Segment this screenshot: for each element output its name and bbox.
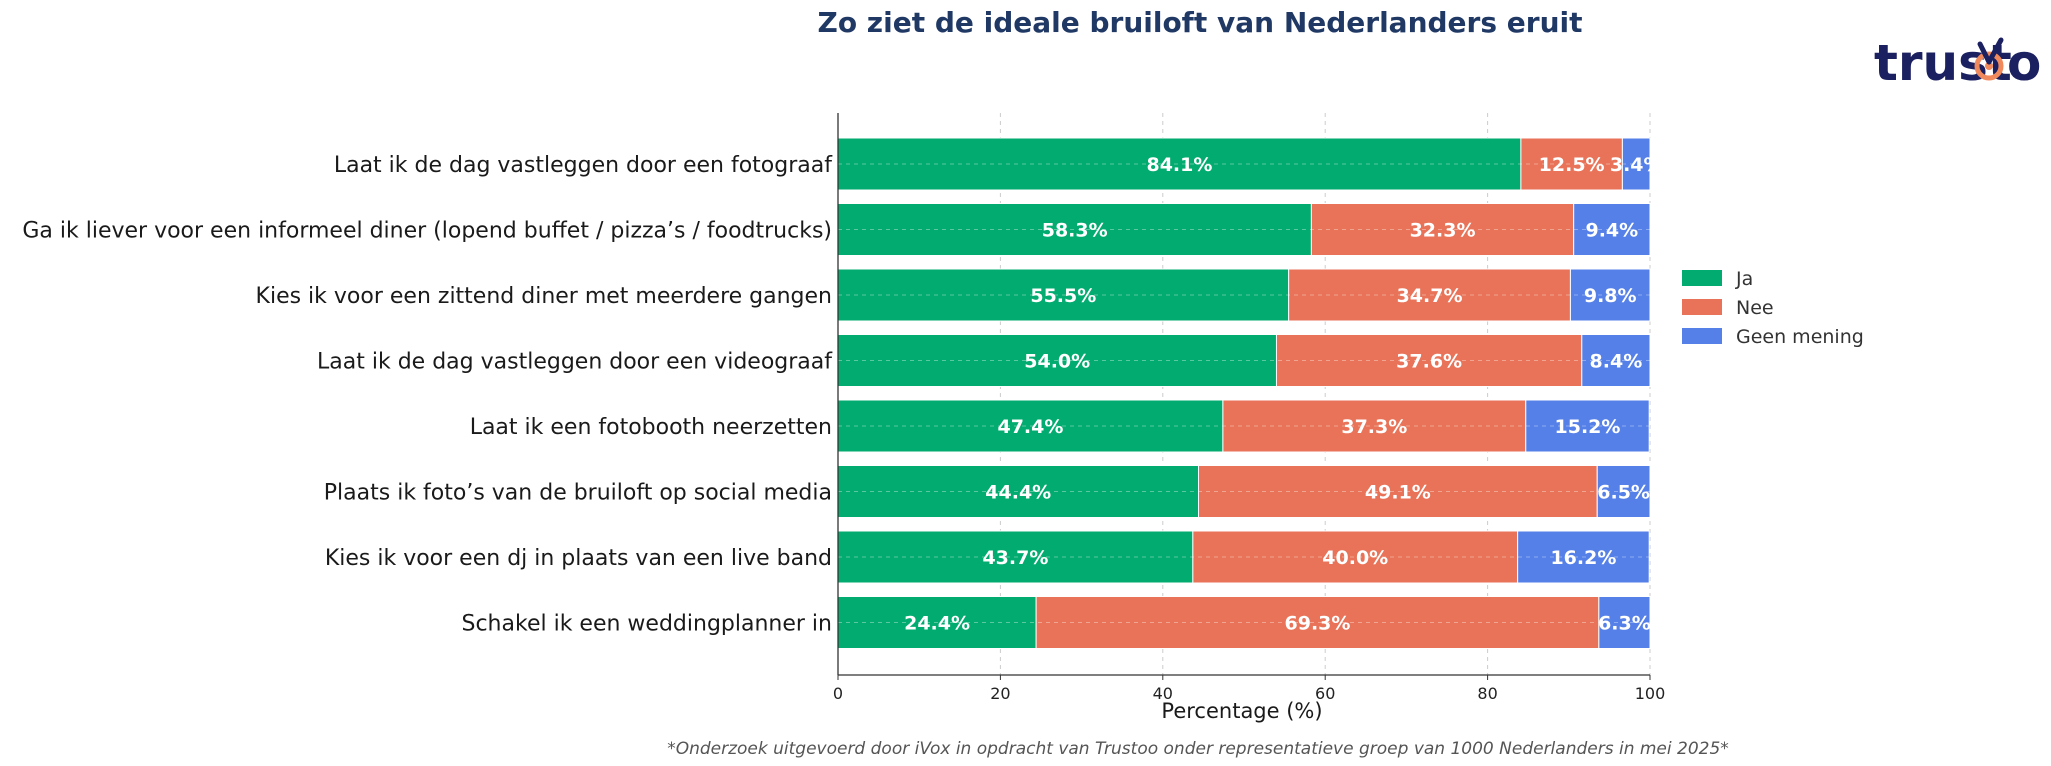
data-label: 37.3% bbox=[1341, 416, 1407, 438]
data-label: 54.0% bbox=[1024, 351, 1090, 373]
category-labels: Laat ik de dag vastleggen door een fotog… bbox=[22, 153, 833, 637]
bar-nee bbox=[1275, 334, 1583, 387]
legend-label: Ja bbox=[1735, 268, 1753, 290]
data-label: 32.3% bbox=[1410, 220, 1476, 242]
data-label: 43.7% bbox=[982, 547, 1048, 569]
bar-ja bbox=[837, 203, 1312, 256]
bar-nee bbox=[1222, 399, 1527, 453]
chart-title: Zo ziet de ideale bruiloft van Nederland… bbox=[818, 6, 1583, 39]
data-label: 16.2% bbox=[1550, 547, 1616, 569]
legend: Ja Nee Geen mening bbox=[1682, 268, 1864, 348]
data-label: 6.3% bbox=[1598, 613, 1651, 635]
data-label: 37.6% bbox=[1396, 351, 1462, 373]
data-label: 8.4% bbox=[1590, 351, 1643, 373]
x-tick-label: 20 bbox=[990, 684, 1010, 703]
category-label: Schakel ik een weddingplanner in bbox=[462, 612, 833, 637]
logo-check-icon bbox=[1977, 37, 2004, 65]
data-label: 3.4% bbox=[1610, 154, 1663, 176]
data-label: 34.7% bbox=[1397, 285, 1463, 307]
bar-ja bbox=[837, 334, 1277, 387]
category-label: Kies ik voor een dj in plaats van een li… bbox=[325, 546, 832, 571]
x-tick-label: 0 bbox=[833, 684, 843, 703]
category-label: Laat ik de dag vastleggen door een video… bbox=[317, 350, 833, 375]
data-labels: 84.1% 12.5% 3.4% 58.3% 32.3% 9.4% 55.5% 34.7% 9.… bbox=[838, 154, 1663, 635]
legend-swatch bbox=[1682, 328, 1722, 344]
bar-geen-mening bbox=[1573, 203, 1651, 256]
legend-label: Geen mening bbox=[1736, 326, 1864, 348]
data-label: 69.3% bbox=[1285, 613, 1351, 635]
bar-nee bbox=[1035, 596, 1600, 649]
bar-nee bbox=[1198, 465, 1598, 518]
x-tick-label: 100 bbox=[1635, 684, 1666, 703]
bar-nee bbox=[1288, 268, 1571, 322]
bars bbox=[837, 137, 1651, 649]
x-tick-label: 40 bbox=[1153, 684, 1173, 703]
bar-ja bbox=[837, 137, 1522, 191]
bar-geen-mening bbox=[1581, 334, 1651, 387]
x-ticks: 0 20 40 60 80 100 bbox=[833, 675, 1665, 703]
axes bbox=[837, 113, 1650, 676]
data-label: 84.1% bbox=[1146, 154, 1212, 176]
bar-geen-mening bbox=[1517, 530, 1650, 584]
footnote: *Onderzoek uitgevoerd door iVox in opdra… bbox=[667, 739, 1729, 759]
data-label: 58.3% bbox=[1042, 220, 1108, 242]
logo-o-inner-icon bbox=[1985, 62, 1993, 70]
category-label: Laat ik een fotobooth neerzetten bbox=[470, 415, 832, 440]
bar-geen-mening bbox=[1596, 465, 1651, 518]
bar-geen-mening bbox=[1621, 137, 1651, 191]
category-label: Ga ik liever voor een informeel diner (l… bbox=[22, 219, 832, 244]
legend-swatch bbox=[1682, 270, 1722, 286]
bar-nee bbox=[1520, 137, 1623, 191]
data-label: 15.2% bbox=[1555, 416, 1621, 438]
data-label: 24.4% bbox=[904, 613, 970, 635]
logo-o-icon bbox=[1974, 51, 2004, 81]
bar-geen-mening bbox=[1525, 399, 1650, 453]
data-label: 6.5% bbox=[1597, 482, 1650, 504]
data-label: 12.5% bbox=[1539, 154, 1605, 176]
data-label: 44.4% bbox=[985, 482, 1051, 504]
data-label: 55.5% bbox=[1030, 285, 1096, 307]
data-label: 9.8% bbox=[1584, 285, 1637, 307]
grid bbox=[999, 113, 1651, 675]
data-label: 40.0% bbox=[1322, 547, 1388, 569]
legend-label: Nee bbox=[1736, 297, 1774, 319]
bar-nee bbox=[1192, 530, 1519, 584]
logo-text-tail: o bbox=[2007, 34, 2041, 92]
bar-nee bbox=[1310, 203, 1575, 256]
x-tick-label: 60 bbox=[1315, 684, 1335, 703]
data-label: 49.1% bbox=[1365, 482, 1431, 504]
x-axis-label: Percentage (%) bbox=[1161, 699, 1322, 723]
bar-ja bbox=[837, 399, 1224, 453]
bar-geen-mening bbox=[1569, 268, 1651, 322]
x-tick-label: 80 bbox=[1477, 684, 1497, 703]
legend-swatch bbox=[1682, 299, 1722, 315]
category-label: Plaats ik foto’s van de bruiloft op soci… bbox=[324, 481, 832, 506]
bar-ja bbox=[837, 530, 1194, 584]
trustoo-logo: trust o bbox=[1874, 34, 2041, 92]
bar-geen-mening bbox=[1598, 596, 1651, 649]
category-label: Kies ik voor een zittend diner met meerd… bbox=[256, 284, 832, 309]
data-label: 9.4% bbox=[1585, 220, 1638, 242]
category-label: Laat ik de dag vastleggen door een fotog… bbox=[334, 153, 833, 178]
data-label: 47.4% bbox=[997, 416, 1063, 438]
